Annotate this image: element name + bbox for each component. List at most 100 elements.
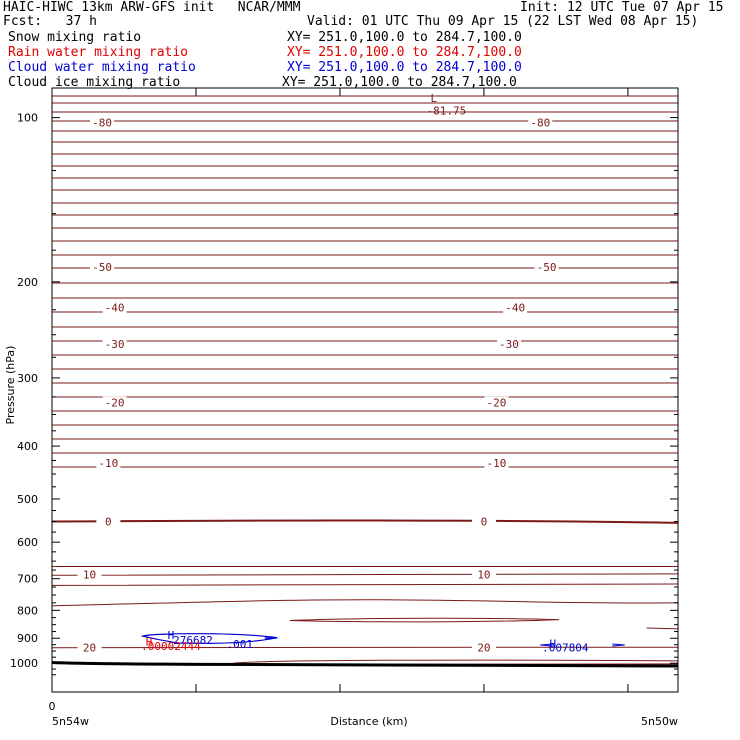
temperature-contour-line [51, 583, 679, 586]
contour-label: 10 [477, 569, 490, 582]
contour-label-bg [503, 301, 528, 314]
header-title: HAIC-HIWC 13km ARW-GFS init NCAR/MMM [3, 0, 301, 15]
contour-label: 20 [477, 641, 490, 654]
contour-label-bg [77, 641, 102, 654]
freezing-level-line [51, 519, 679, 524]
temperature-contour-line [51, 297, 679, 299]
temperature-contour-line [51, 396, 679, 398]
legend-cloud-water-name: Cloud water mixing ratio [8, 60, 196, 75]
contour-label-bg [90, 261, 115, 274]
contour-label-bg [90, 116, 115, 129]
temperature-contour-line [51, 326, 679, 328]
y-tick-label: 500 [17, 493, 38, 506]
legend-cloud-ice-name: Cloud ice mixing ratio [8, 75, 181, 90]
temperature-contour-line [51, 424, 679, 426]
contour-label: -30 [499, 338, 519, 351]
temperature-contour-line [51, 165, 679, 167]
cloud-contours [140, 633, 625, 647]
contour-label-bg [96, 457, 121, 470]
y-tick-label: 400 [17, 440, 38, 453]
contour-label: 20 [83, 641, 96, 654]
contour-label: -10 [487, 457, 507, 470]
extremum-annotation: .276682 [167, 634, 213, 647]
x-start-label: 5n54w [52, 715, 89, 728]
y-tick-label: 800 [17, 604, 38, 617]
temperature-contour-line [51, 340, 679, 342]
legend-cloud-water-xy: XY= 251.0,100.0 to 284.7,100.0 [287, 60, 522, 75]
temperature-contour-line [51, 189, 679, 191]
x-axis-label: Distance (km) [330, 715, 407, 728]
temperature-contour-line [51, 599, 679, 607]
contour-label-bg [484, 396, 509, 409]
contour-label: -30 [105, 338, 125, 351]
contour-label: -50 [537, 261, 557, 274]
temperature-contours [51, 87, 679, 668]
y-tick-label: 700 [17, 573, 38, 586]
temperature-contour-line [51, 130, 679, 132]
legend-rain-xy: XY= 251.0,100.0 to 284.7,100.0 [287, 45, 522, 60]
contour-label: -80 [92, 116, 112, 129]
contour-label-bg [528, 116, 553, 129]
temperature-contour-line [51, 382, 679, 384]
legend-snow-xy: XY= 251.0,100.0 to 284.7,100.0 [287, 30, 522, 45]
extremum-annotation: H [168, 629, 175, 642]
temperature-contour-line [51, 368, 679, 370]
contour-label-bg [471, 641, 496, 654]
y-axis-label: Pressure (hPa) [4, 346, 17, 425]
contour-label-bg [471, 568, 496, 581]
temperature-contour-line [51, 354, 679, 356]
temperature-contour-line [233, 659, 679, 664]
contour-label-bg [496, 338, 521, 351]
extremum-annotation: H [549, 637, 556, 650]
contour-label: -40 [105, 302, 125, 315]
y-tick-label: 100 [17, 112, 38, 125]
y-tick-label: 200 [17, 276, 38, 289]
temperature-contour-line [51, 410, 679, 412]
header-valid: Valid: 01 UTC Thu 09 Apr 15 (22 LST Wed … [307, 14, 699, 29]
legend-rain-name: Rain water mixing ratio [8, 45, 189, 60]
temperature-contour-line [51, 452, 679, 454]
contour-label: -20 [487, 397, 507, 410]
y-tick-label: 900 [17, 632, 38, 645]
temperature-contour-line [51, 282, 679, 284]
x-end-label: 5n50w [641, 715, 678, 728]
contour-label-bg [102, 301, 127, 314]
temperature-contour-line [51, 646, 679, 649]
temperature-contour-line [51, 254, 679, 256]
contour-label: 0 [481, 516, 488, 529]
legend-cloud-ice-xy: XY= 251.0,100.0 to 284.7,100.0 [282, 75, 517, 90]
temperature-contour-line [51, 466, 679, 468]
contour-label-bg [534, 261, 559, 274]
cloud-water-arrow [264, 636, 278, 640]
legend-snow-name: Snow mixing ratio [8, 30, 142, 45]
extremum-annotation: .001 [227, 638, 254, 651]
surface-line [51, 660, 679, 668]
temperature-contour-line [289, 617, 560, 623]
contour-label: 10 [83, 569, 96, 582]
temperature-contour-line [646, 627, 679, 630]
temperature-contour-line [51, 227, 679, 229]
temperature-contour-line [51, 438, 679, 440]
temperature-contour-line [51, 141, 679, 143]
temperature-contour-line [51, 153, 679, 155]
contour-label: -10 [98, 457, 118, 470]
header-init: Init: 12 UTC Tue 07 Apr 15 [520, 0, 724, 15]
extremum-annotation: .00002444 [141, 640, 201, 653]
cloud-water-arrow [612, 643, 625, 647]
contour-label-bg [471, 515, 496, 528]
temperature-contour-line [51, 177, 679, 179]
contour-label: -50 [92, 261, 112, 274]
temperature-contour-line [51, 95, 679, 97]
temperature-contour-line [51, 120, 679, 122]
extremum-annotation: .007804 [542, 641, 589, 654]
extremum-annotation: -81.75 [427, 104, 467, 117]
contour-label-bg [77, 568, 102, 581]
contour-label: 0 [105, 516, 112, 529]
temperature-contour-line [51, 267, 679, 269]
temperature-contour-line [51, 102, 679, 104]
contour-label-bg [96, 515, 121, 528]
contour-label: -80 [530, 116, 550, 129]
